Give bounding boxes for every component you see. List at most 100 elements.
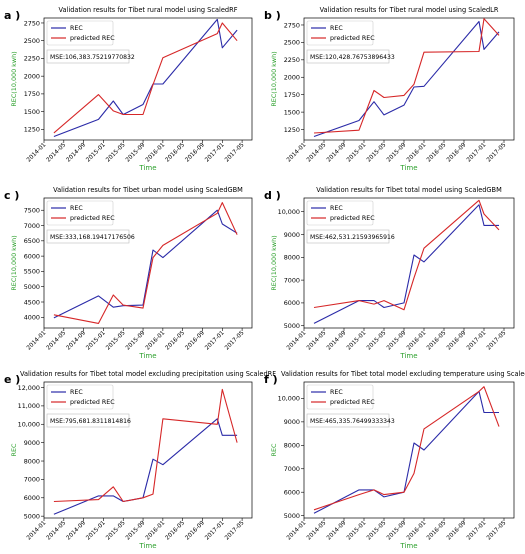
x-tick-label: 2014-05	[46, 330, 68, 352]
panel-letter: a )	[4, 9, 20, 22]
plot-area	[303, 17, 515, 141]
x-tick-label: 2014-09	[326, 520, 348, 542]
x-tick-label: 2017-01	[466, 142, 488, 164]
x-tick-label: 2015-01	[85, 142, 107, 164]
x-tick-label: 2015-05	[366, 330, 388, 352]
legend-label: REC	[70, 389, 83, 396]
y-tick-label: 9000	[284, 418, 300, 426]
y-tick-label: 5000	[24, 283, 40, 291]
y-tick-label: 1750	[24, 90, 40, 98]
y-tick-label: 2500	[24, 37, 40, 45]
x-tick-label: 2016-01	[145, 330, 167, 352]
plot-area	[43, 381, 253, 519]
panel-letter: f )	[264, 373, 278, 386]
x-axis-label: Time	[138, 352, 156, 360]
x-tick-label: 2014-05	[46, 142, 68, 164]
series-line-rec	[313, 204, 499, 324]
x-tick-label: 2016-01	[406, 330, 428, 352]
y-tick-label: 5000	[284, 322, 300, 330]
series-line-predicted-rec	[313, 199, 500, 311]
x-tick-label: 2016-05	[426, 142, 448, 164]
x-tick-label: 2017-05	[486, 520, 508, 542]
y-tick-label: 5500	[24, 268, 40, 276]
mse-annotation: MSE:465,335.76499333343	[310, 418, 395, 425]
legend-label: predicted REC	[70, 215, 115, 222]
y-tick-label: 7500	[24, 207, 40, 215]
chart-title: Validation results for Tibet total model…	[281, 370, 525, 378]
mse-box	[306, 229, 390, 244]
mse-annotation: MSE:106,383.75219770832	[50, 54, 135, 61]
chart-panel-2: b ) Validation results for Tibet rural mo…	[264, 6, 515, 172]
mse-annotation: MSE:795,681.8311814816	[50, 418, 131, 425]
legend-label: predicted REC	[70, 399, 115, 406]
chart-title: Validation results for Tibet rural model…	[59, 6, 238, 14]
y-tick-label: 8000	[24, 457, 40, 465]
legend-label: REC	[330, 389, 343, 396]
legend-label: REC	[70, 25, 83, 32]
panel-letter: d )	[264, 189, 281, 202]
panel-letter: e )	[4, 373, 20, 386]
y-tick-label: 7000	[24, 476, 40, 484]
y-tick-label: 10,000	[278, 395, 300, 403]
series-line-predicted-rec	[53, 22, 238, 134]
x-tick-label: 2017-01	[204, 330, 226, 352]
x-tick-label: 2014-05	[46, 520, 68, 542]
y-tick-label: 7000	[284, 276, 300, 284]
y-tick-label: 4500	[24, 298, 40, 306]
y-axis-label: REC	[270, 443, 278, 456]
x-tick-label: 2014-01	[286, 520, 308, 542]
y-tick-label: 2250	[284, 56, 300, 64]
x-tick-label: 2014-09	[326, 142, 348, 164]
x-tick-label: 2017-05	[486, 142, 508, 164]
x-tick-label: 2017-05	[224, 520, 246, 542]
x-tick-label: 2014-01	[26, 520, 48, 542]
legend-box	[306, 200, 374, 226]
plot-area	[303, 197, 515, 329]
x-tick-label: 2016-09	[446, 330, 468, 352]
y-tick-label: 1500	[284, 108, 300, 116]
series-line-rec	[53, 18, 238, 138]
x-tick-label: 2014-01	[286, 330, 308, 352]
x-tick-label: 2016-01	[145, 142, 167, 164]
y-axis-label: REC(10,000 kwh)	[10, 51, 18, 106]
x-tick-label: 2017-01	[466, 330, 488, 352]
x-tick-label: 2016-09	[446, 142, 468, 164]
x-tick-label: 2014-01	[26, 330, 48, 352]
chart-title: Validation results for Tibet total model…	[316, 186, 502, 194]
y-tick-label: 6000	[284, 489, 300, 497]
y-tick-label: 2000	[284, 74, 300, 82]
x-tick-label: 2016-01	[145, 520, 167, 542]
y-tick-label: 4000	[24, 314, 40, 322]
y-tick-label: 1250	[24, 126, 40, 134]
x-tick-label: 2014-09	[66, 520, 88, 542]
y-axis-label: REC(10,000 kwh)	[270, 235, 278, 290]
chart-title: Validation results for Tibet urban model…	[53, 186, 243, 194]
panel-letter: c )	[4, 189, 19, 202]
x-tick-label: 2015-05	[105, 142, 127, 164]
y-tick-label: 2250	[24, 55, 40, 63]
series-line-rec	[53, 418, 238, 515]
legend-box	[46, 200, 114, 226]
x-tick-label: 2015-09	[386, 520, 408, 542]
panel-letter: b )	[264, 9, 281, 22]
x-tick-label: 2015-01	[346, 330, 368, 352]
chart-title: Validation results for Tibet total model…	[20, 370, 276, 378]
chart-panel-3: c ) Validation results for Tibet urban mo…	[4, 186, 253, 360]
x-tick-label: 2015-09	[125, 142, 147, 164]
x-tick-label: 2015-09	[386, 330, 408, 352]
y-tick-label: 6000	[284, 299, 300, 307]
y-tick-label: 9000	[284, 231, 300, 239]
x-tick-label: 2015-09	[125, 520, 147, 542]
series-line-predicted-rec	[313, 18, 500, 134]
mse-annotation: MSE:462,531.21593965916	[310, 234, 395, 241]
x-tick-label: 2014-09	[326, 330, 348, 352]
x-tick-label: 2016-09	[446, 520, 468, 542]
x-tick-label: 2014-05	[306, 142, 328, 164]
y-tick-label: 12,000	[18, 384, 40, 392]
x-tick-label: 2014-09	[66, 330, 88, 352]
y-tick-label: 10,000	[278, 208, 300, 216]
y-tick-label: 1250	[284, 126, 300, 134]
mse-box	[46, 413, 130, 428]
